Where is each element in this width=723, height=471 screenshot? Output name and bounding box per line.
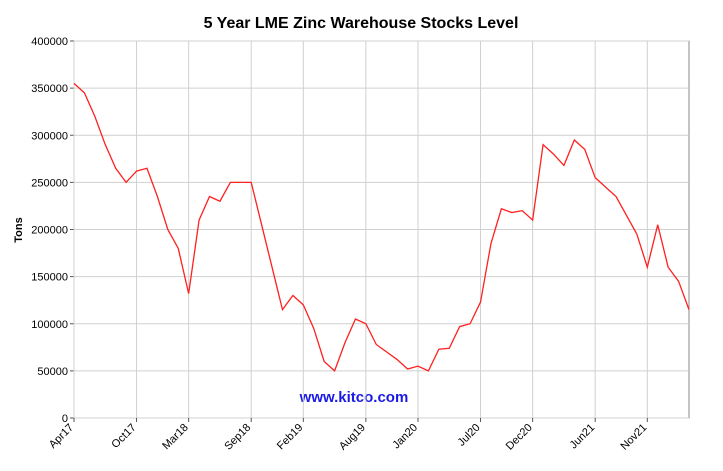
x-tick-label: Jun21 bbox=[568, 422, 598, 452]
x-tick-label: Mar18 bbox=[160, 422, 191, 453]
data-line bbox=[73, 82, 690, 373]
watermark: www.kitco.com bbox=[299, 389, 409, 406]
y-tick-label: 200000 bbox=[31, 225, 68, 237]
x-tick-label: Sep18 bbox=[222, 422, 253, 453]
x-tick-label: Oct17 bbox=[109, 422, 138, 451]
y-tick-label: 400000 bbox=[31, 36, 68, 48]
x-tick-label: Apr17 bbox=[47, 422, 76, 451]
y-tick-label: 100000 bbox=[31, 319, 68, 331]
y-tick-label: 250000 bbox=[31, 177, 68, 189]
chart-title: 5 Year LME Zinc Warehouse Stocks Level bbox=[204, 15, 519, 32]
y-tick-label: 350000 bbox=[31, 83, 68, 95]
x-tick-label: Feb19 bbox=[275, 422, 306, 453]
x-tick-label: Nov21 bbox=[618, 422, 649, 453]
y-tick-label: 0 bbox=[62, 413, 68, 425]
x-tick-label: Jul20 bbox=[456, 422, 483, 449]
x-tick-label: Aug19 bbox=[337, 422, 368, 453]
y-axis-label: Tons bbox=[13, 217, 25, 242]
y-tick-label: 50000 bbox=[37, 366, 68, 378]
x-tick-label: Jan20 bbox=[390, 422, 420, 452]
y-tick-label: 150000 bbox=[31, 272, 68, 284]
y-tick-label: 300000 bbox=[31, 130, 68, 142]
x-tick-label: Dec20 bbox=[504, 422, 535, 453]
